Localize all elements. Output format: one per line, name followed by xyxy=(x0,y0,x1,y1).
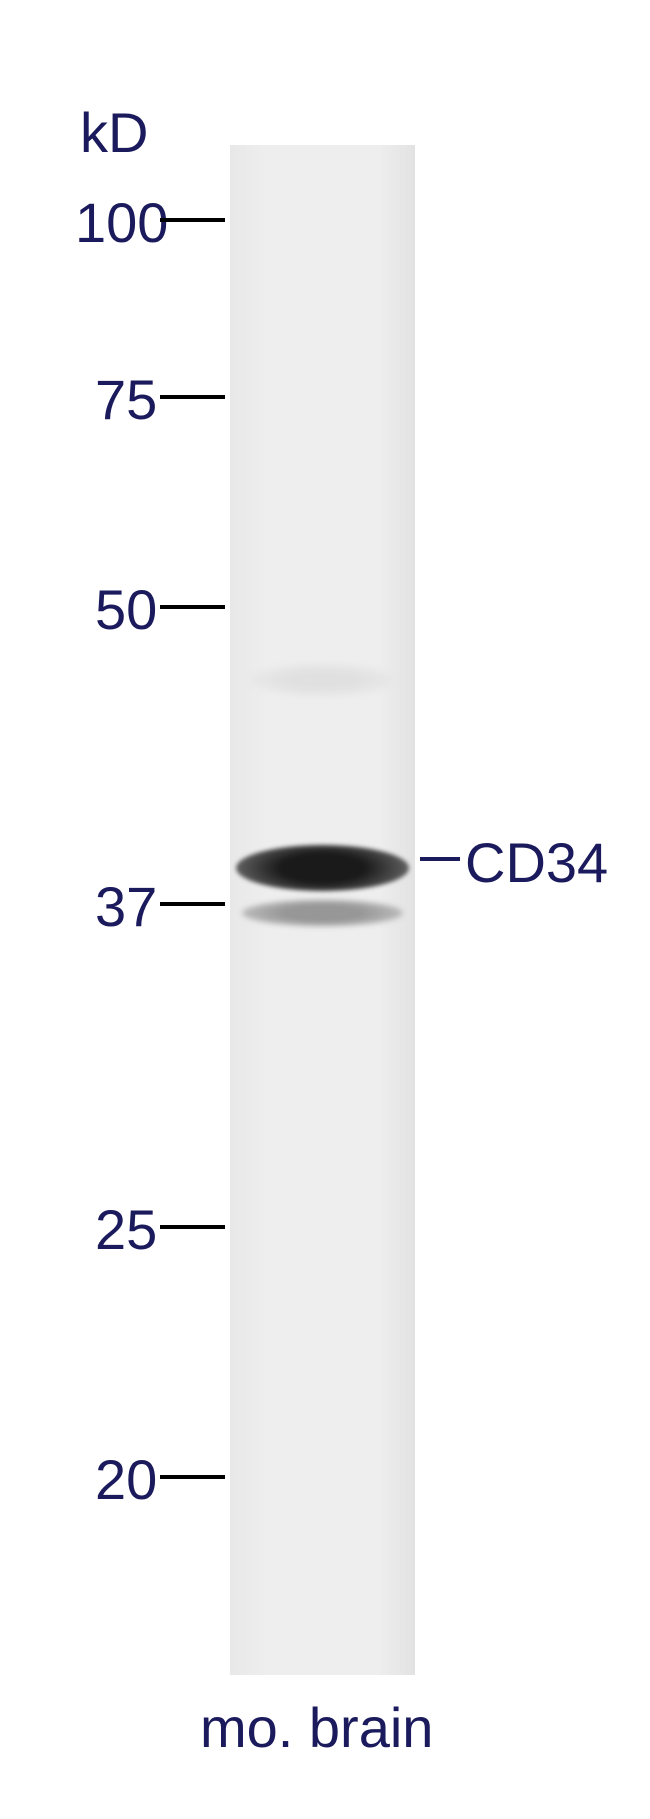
target-tick xyxy=(420,857,460,861)
marker-tick xyxy=(160,1475,225,1479)
marker-tick xyxy=(160,1225,225,1229)
marker-label: 50 xyxy=(95,577,157,642)
target-label: CD34 xyxy=(465,830,608,895)
cd34-main-band xyxy=(230,845,415,891)
marker-tick xyxy=(160,902,225,906)
marker-tick xyxy=(160,395,225,399)
lane-label: mo. brain xyxy=(200,1695,433,1760)
marker-label: 37 xyxy=(95,874,157,939)
blot-figure: kD 100 75 50 37 25 20 mo. brain CD34 xyxy=(0,0,650,1819)
marker-tick xyxy=(160,605,225,609)
axis-unit-label: kD xyxy=(80,100,148,165)
marker-label: 75 xyxy=(95,367,157,432)
marker-label: 25 xyxy=(95,1197,157,1262)
faint-upper-band xyxy=(230,665,415,695)
marker-label: 20 xyxy=(95,1447,157,1512)
marker-tick xyxy=(160,218,225,222)
cd34-lower-band xyxy=(230,900,415,926)
blot-lane xyxy=(230,145,415,1675)
marker-label: 100 xyxy=(75,190,168,255)
